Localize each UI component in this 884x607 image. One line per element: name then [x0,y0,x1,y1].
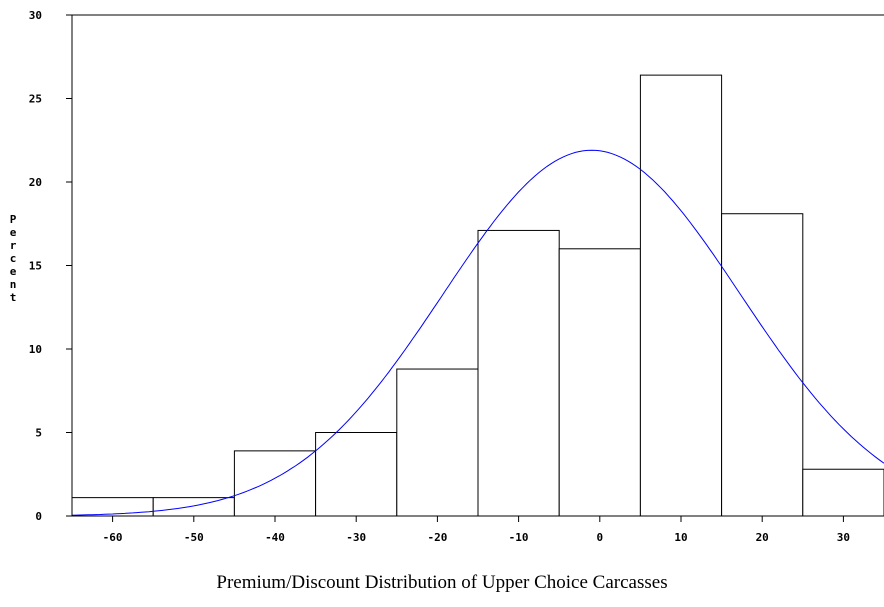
histogram-bar-9 [802,468,884,517]
y-tick-label: 10 [29,343,42,356]
histogram-bar-6 [558,248,641,517]
y-tick-label: 15 [29,260,42,273]
y-tick-label: 25 [29,93,42,106]
y-label-char: e [10,265,17,278]
axes-layer: 0 5 10 15 20 25 30 -60 -50 -40 -30 -20 -10 0 10 20 30 [29,9,884,544]
normal-curve [71,149,884,516]
x-tick-label: -30 [346,531,366,544]
y-label-char: t [10,291,17,304]
x-tick-label: 10 [674,531,687,544]
histogram-bar-8 [721,213,804,517]
x-tick-label: -10 [509,531,529,544]
x-tick-label: -60 [103,531,123,544]
histogram-bar-5 [477,229,560,517]
y-tick-label: 0 [35,510,42,523]
x-tick-label: -40 [265,531,285,544]
histogram-bar-4 [396,368,479,517]
y-label-char: e [10,226,17,239]
curve-layer [71,149,884,516]
x-tick-label: -20 [427,531,447,544]
y-tick-label: 20 [29,176,42,189]
y-label-char: P [10,213,17,226]
x-tick-label: 20 [756,531,769,544]
bars-layer [71,74,884,517]
y-tick-label: 30 [29,9,42,22]
x-tick-label: 0 [596,531,603,544]
histogram-bar-0 [71,497,154,517]
x-tick-label: 30 [837,531,850,544]
histogram-bar-1 [152,497,235,517]
y-tick-label: 5 [35,427,42,440]
y-label-char: r [10,239,17,252]
y-label-char: c [10,252,17,265]
chart-title: Premium/Discount Distribution of Upper C… [216,572,668,593]
y-label-char: n [10,278,17,291]
x-tick-label: -50 [184,531,204,544]
histogram-bar-3 [315,432,398,517]
histogram-bar-7 [639,74,723,517]
